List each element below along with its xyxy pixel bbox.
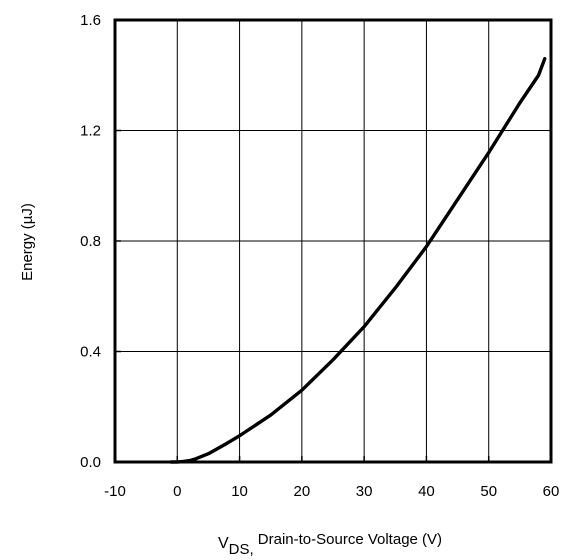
x-tick-label: 0 (173, 483, 181, 500)
y-tick-label: 0.0 (80, 454, 101, 471)
x-tick-label: 40 (418, 483, 435, 500)
y-tick-label: 1.2 (80, 123, 101, 140)
plot-frame (113, 18, 553, 464)
x-tick-label: 60 (543, 483, 560, 500)
y-tick-label: 1.6 (80, 12, 101, 29)
x-axis-title: VDS, Drain-to-Source Voltage (V) (218, 531, 442, 558)
x-tick-label: 20 (294, 483, 311, 500)
x-tick-label: -10 (104, 483, 126, 500)
y-axis-title: Energy (µJ) (19, 203, 36, 281)
grid (115, 20, 551, 462)
x-axis-title-sub: DS, (229, 541, 254, 558)
x-axis-title-main: V (218, 535, 229, 552)
y-tick-label: 0.4 (80, 344, 101, 361)
y-tick-labels: 0.0 0.4 0.8 1.2 1.6 (80, 12, 101, 471)
x-tick-label: 30 (356, 483, 373, 500)
x-tick-label: 50 (480, 483, 497, 500)
x-tick-labels: -10 0 10 20 30 40 50 60 (104, 483, 559, 500)
y-tick-label: 0.8 (80, 233, 101, 250)
x-axis-title-rest: Drain-to-Source Voltage (V) (254, 531, 442, 548)
x-tick-label: 10 (231, 483, 248, 500)
